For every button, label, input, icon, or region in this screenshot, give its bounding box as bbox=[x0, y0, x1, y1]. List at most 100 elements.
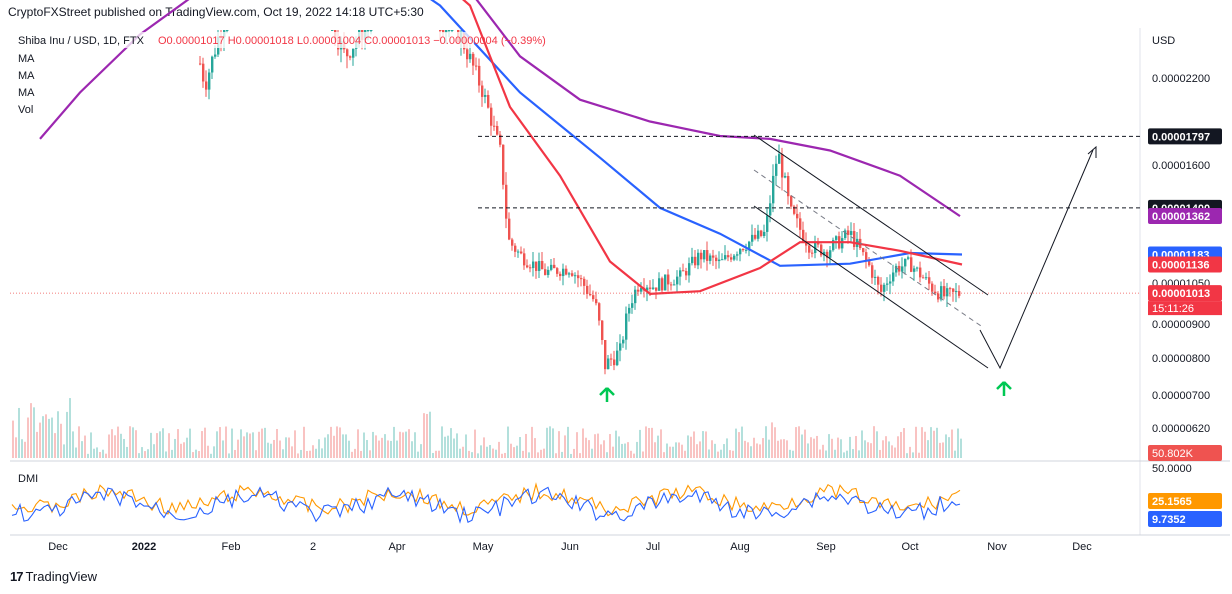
candle-body bbox=[583, 278, 586, 286]
volume-bar bbox=[366, 440, 368, 458]
candle-body bbox=[592, 295, 595, 300]
candle-body bbox=[868, 259, 871, 266]
volume-bar bbox=[132, 427, 134, 458]
volume-bar bbox=[423, 413, 425, 458]
candle-body bbox=[448, 30, 451, 31]
candle-body bbox=[589, 293, 592, 296]
candle-body bbox=[748, 241, 751, 250]
volume-bar bbox=[573, 448, 575, 458]
volume-bar bbox=[312, 445, 314, 458]
price-badge bbox=[1148, 208, 1222, 225]
dmi-plus-badge bbox=[1148, 493, 1222, 509]
volume-bar bbox=[834, 449, 836, 458]
candle-body bbox=[802, 229, 805, 242]
candle-body bbox=[565, 268, 568, 275]
volume-bar bbox=[711, 440, 713, 458]
volume-bar bbox=[243, 436, 245, 458]
volume-bar bbox=[384, 434, 386, 458]
candle-body bbox=[571, 273, 574, 276]
volume-bar bbox=[177, 429, 179, 458]
volume-bar bbox=[54, 433, 56, 458]
candle-body bbox=[877, 276, 880, 285]
candle-body bbox=[346, 49, 349, 57]
volume-bar bbox=[531, 426, 533, 458]
volume-bar bbox=[804, 429, 806, 458]
volume-bar bbox=[918, 452, 920, 458]
projection-path bbox=[979, 149, 1094, 370]
volume-bar bbox=[381, 437, 383, 458]
dmi-plus-line bbox=[11, 482, 961, 517]
candle-body bbox=[796, 213, 799, 219]
volume-bar bbox=[402, 432, 404, 458]
volume-bar bbox=[795, 427, 797, 458]
candle-body bbox=[598, 303, 601, 321]
volume-bar bbox=[630, 450, 632, 458]
volume-bar bbox=[264, 427, 266, 458]
volume-bar bbox=[57, 411, 59, 458]
candle-body bbox=[754, 234, 757, 239]
volume-bar bbox=[528, 452, 530, 458]
candle-body bbox=[718, 259, 721, 262]
volume-bar bbox=[171, 449, 173, 458]
candle-body bbox=[889, 281, 892, 284]
candle-body bbox=[226, 30, 229, 31]
candle-body bbox=[880, 284, 883, 292]
candle-body bbox=[202, 63, 205, 82]
candle-body bbox=[511, 239, 514, 246]
volume-bar bbox=[723, 444, 725, 458]
volume-bar bbox=[372, 431, 374, 458]
volume-bar bbox=[738, 432, 740, 458]
candle-body bbox=[574, 275, 577, 277]
time-tick-label: Aug bbox=[730, 541, 750, 553]
volume-bars bbox=[12, 398, 962, 458]
volume-bar bbox=[882, 440, 884, 458]
volume-bar bbox=[717, 451, 719, 458]
volume-bar bbox=[912, 452, 914, 458]
volume-bar bbox=[519, 437, 521, 458]
volume-bar bbox=[219, 427, 221, 458]
candle-body bbox=[547, 269, 550, 275]
volume-bar bbox=[234, 449, 236, 458]
volume-bar bbox=[63, 444, 65, 458]
volume-bar bbox=[252, 432, 254, 458]
candle-body bbox=[835, 236, 838, 240]
volume-bar bbox=[594, 434, 596, 458]
candle-body bbox=[331, 30, 334, 31]
volume-bar bbox=[459, 448, 461, 458]
candle-body bbox=[952, 288, 955, 292]
candle-body bbox=[595, 299, 598, 304]
countdown-badge bbox=[1148, 301, 1222, 316]
volume-bar bbox=[240, 429, 242, 458]
volume-bar bbox=[786, 440, 788, 458]
volume-bar bbox=[771, 422, 773, 458]
volume-bar bbox=[564, 435, 566, 458]
volume-bar bbox=[393, 426, 395, 458]
volume-bar bbox=[156, 433, 158, 458]
volume-bar bbox=[741, 426, 743, 458]
volume-bar bbox=[597, 433, 599, 458]
volume-bar bbox=[645, 426, 647, 458]
price-badge-label: 0.00001362 bbox=[1152, 211, 1210, 223]
volume-bar bbox=[411, 441, 413, 458]
volume-bar bbox=[921, 427, 923, 458]
price-badge bbox=[1148, 256, 1222, 273]
volume-bar bbox=[555, 453, 557, 458]
volume-bar bbox=[474, 429, 476, 458]
volume-bar bbox=[135, 430, 137, 458]
candle-body bbox=[700, 252, 703, 260]
projection-arrow-icon bbox=[1087, 145, 1097, 158]
volume-bar bbox=[672, 446, 674, 458]
volume-bar bbox=[357, 429, 359, 458]
volume-bar bbox=[87, 453, 89, 458]
volume-bar bbox=[81, 441, 83, 458]
volume-bar bbox=[876, 431, 878, 458]
candle-body bbox=[535, 261, 538, 271]
candle-body bbox=[556, 268, 559, 274]
candle-body bbox=[472, 53, 475, 66]
volume-bar bbox=[552, 428, 554, 458]
volume-bar bbox=[714, 443, 716, 458]
candle-body bbox=[685, 271, 688, 276]
volume-bar bbox=[702, 431, 704, 458]
candle-body bbox=[553, 264, 556, 269]
